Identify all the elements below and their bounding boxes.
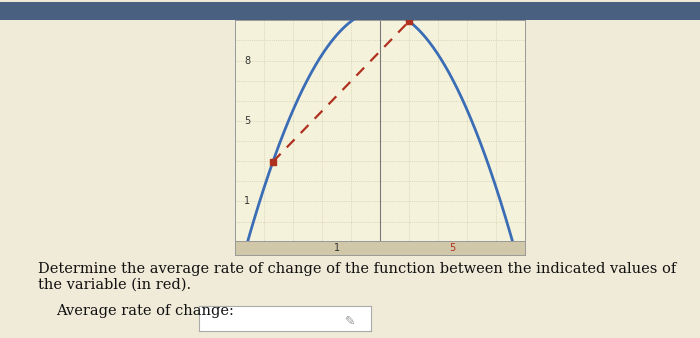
Text: 5: 5 — [244, 116, 250, 126]
Text: 5: 5 — [449, 243, 456, 253]
Text: Average rate of change:: Average rate of change: — [56, 304, 234, 318]
Text: 8: 8 — [244, 55, 250, 66]
Text: 1: 1 — [244, 196, 250, 207]
Text: Determine the average rate of change of the function between the indicated value: Determine the average rate of change of … — [38, 262, 677, 292]
Text: ✎: ✎ — [345, 315, 356, 328]
Text: 1: 1 — [334, 243, 340, 253]
